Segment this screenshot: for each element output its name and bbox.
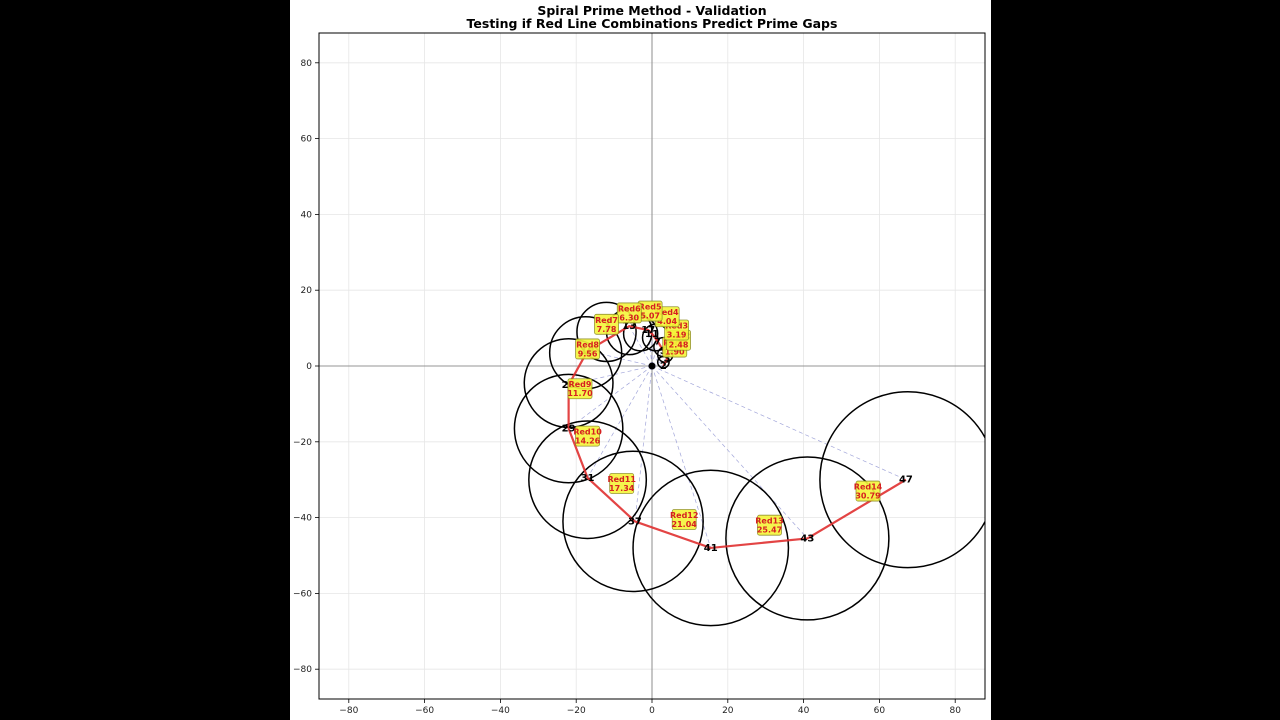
red-label-value: 3.19 [667,330,687,339]
red-label-box [594,313,619,335]
y-tick-label: −40 [293,514,312,524]
prime-label: 17 [641,325,655,336]
prime-circle [528,420,648,540]
prime-circle [819,391,985,569]
origin-ray [651,341,659,367]
red-label-name: Red5 [639,303,662,312]
origin-point [648,362,656,370]
red-label-box [855,480,881,502]
origin-ray [647,329,653,367]
x-tick-label: 20 [722,706,734,716]
plot-area: −80 −60 −40 −20 0 20 40 60 80 −80 −60 −40 −20 0 20 40 60… [293,32,986,716]
red-label-value: 2.48 [669,341,689,350]
red-label-value: 11.70 [567,389,593,398]
figure: Spiral Prime Method - Validation Testing… [290,0,991,720]
red-label-box [567,378,593,400]
x-tick-label: 0 [649,706,655,716]
red-label-value: 17.34 [609,484,635,493]
x-tick-label: 80 [949,706,961,716]
origin-ray [634,365,653,522]
red-label-value: 6.30 [619,313,639,322]
y-tick-label: 80 [301,59,313,69]
origin-ray [651,365,808,539]
prime-label: 47 [899,475,913,486]
red-label-value: 25.47 [757,526,782,535]
prime-label: 37 [628,516,642,527]
x-tick-label: 60 [874,706,886,716]
red-label-value: 21.04 [672,520,698,529]
prime-label: 31 [581,473,595,484]
chart-subtitle: Testing if Red Line Combinations Predict… [467,16,838,31]
red-label-value: 7.78 [597,325,617,334]
origin-ray [628,326,653,367]
red-label-name: Red10 [573,428,602,437]
red-label-name: Red13 [755,517,783,526]
y-tick-label: −80 [293,665,312,675]
x-tick-label: −60 [415,706,434,716]
red-label-name: Red11 [607,475,636,484]
prime-label: 13 [622,321,636,332]
y-tick-label: 0 [306,362,312,372]
prime-circle [562,450,704,593]
prime-circle [725,456,890,621]
red-label-box [757,514,782,536]
prime-label: 43 [800,533,814,544]
prime-label: 2 [660,361,667,372]
red-label-name: Red7 [595,316,618,325]
prime-circle [632,469,790,627]
y-tick-label: 60 [301,135,313,145]
y-tick-label: −60 [293,589,312,599]
red-label-box [671,509,697,530]
x-tick-label: −20 [567,706,586,716]
red-label-box [575,425,600,447]
prime-circle [513,373,624,484]
x-tick-label: −80 [339,706,358,716]
red-label-box [609,473,635,494]
spiral-prime-chart: Spiral Prime Method - Validation Testing… [293,3,986,716]
y-tick-label: 40 [301,210,313,220]
prime-label: 41 [704,543,718,554]
prime-label: 11 [645,329,659,340]
red-label-name: Red14 [854,483,883,492]
y-tick-label: 20 [301,286,313,296]
x-tick-label: −40 [491,706,510,716]
red-line-path [567,325,907,550]
red-label-name: Red6 [618,304,641,313]
chart-title: Spiral Prime Method - Validation [537,3,766,18]
prime-label: 3 [664,353,671,364]
y-tick-label: −20 [293,438,312,448]
red-label-name: Red4 [656,308,679,317]
prime-label: 29 [562,424,576,435]
red-label-value: 9.56 [578,349,598,358]
red-label-value: 30.79 [855,492,881,501]
prime-circle [576,301,637,363]
red-label-value: 1.90 [665,348,685,357]
red-label-name: Red8 [576,340,599,349]
origin-ray [651,365,907,481]
origin-ray [651,365,712,549]
red-label-box [616,302,642,324]
red-label-value: 4.04 [657,317,677,326]
red-label-box [575,338,600,360]
prime-label: 7 [654,336,661,347]
origin-ray [587,365,653,478]
red-label-value: 5.07 [640,312,660,321]
red-label-name: Red9 [569,380,592,389]
axes-frame [318,32,986,700]
red-label-value: 14.26 [575,437,601,446]
red-label-name: Red12 [670,511,698,520]
x-tick-label: 40 [798,706,810,716]
